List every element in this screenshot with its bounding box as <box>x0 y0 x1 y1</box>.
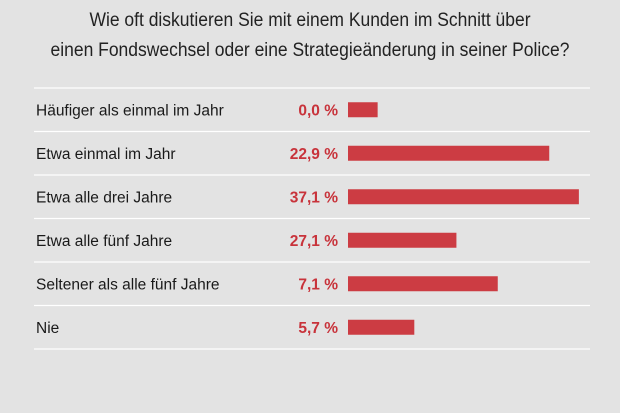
value-label: 7,1 % <box>298 276 338 293</box>
value-label: 22,9 % <box>290 146 338 163</box>
bar <box>348 189 579 205</box>
value-label: 37,1 % <box>290 189 338 206</box>
category-label: Etwa alle fünf Jahre <box>36 233 172 250</box>
bar <box>348 145 550 161</box>
chart-title-line-1: Wie oft diskutieren Sie mit einem Kunden… <box>89 10 531 31</box>
value-label: 5,7 % <box>298 320 338 337</box>
category-label: Etwa einmal im Jahr <box>36 146 176 163</box>
chart-title-line-2: einen Fondswechsel oder eine Strategieän… <box>50 40 570 61</box>
category-label: Häufiger als einmal im Jahr <box>36 102 224 119</box>
category-label: Seltener als alle fünf Jahre <box>36 276 220 293</box>
chart-title: Wie oft diskutieren Sie mit einem Kunden… <box>25 6 595 66</box>
bar <box>348 319 415 335</box>
value-label: 27,1 % <box>290 233 338 250</box>
category-label: Nie <box>36 320 59 337</box>
value-label: 0,0 % <box>298 102 338 119</box>
category-label: Etwa alle drei Jahre <box>36 189 172 206</box>
bar <box>348 232 457 248</box>
bar <box>348 276 498 292</box>
bar <box>348 102 378 118</box>
